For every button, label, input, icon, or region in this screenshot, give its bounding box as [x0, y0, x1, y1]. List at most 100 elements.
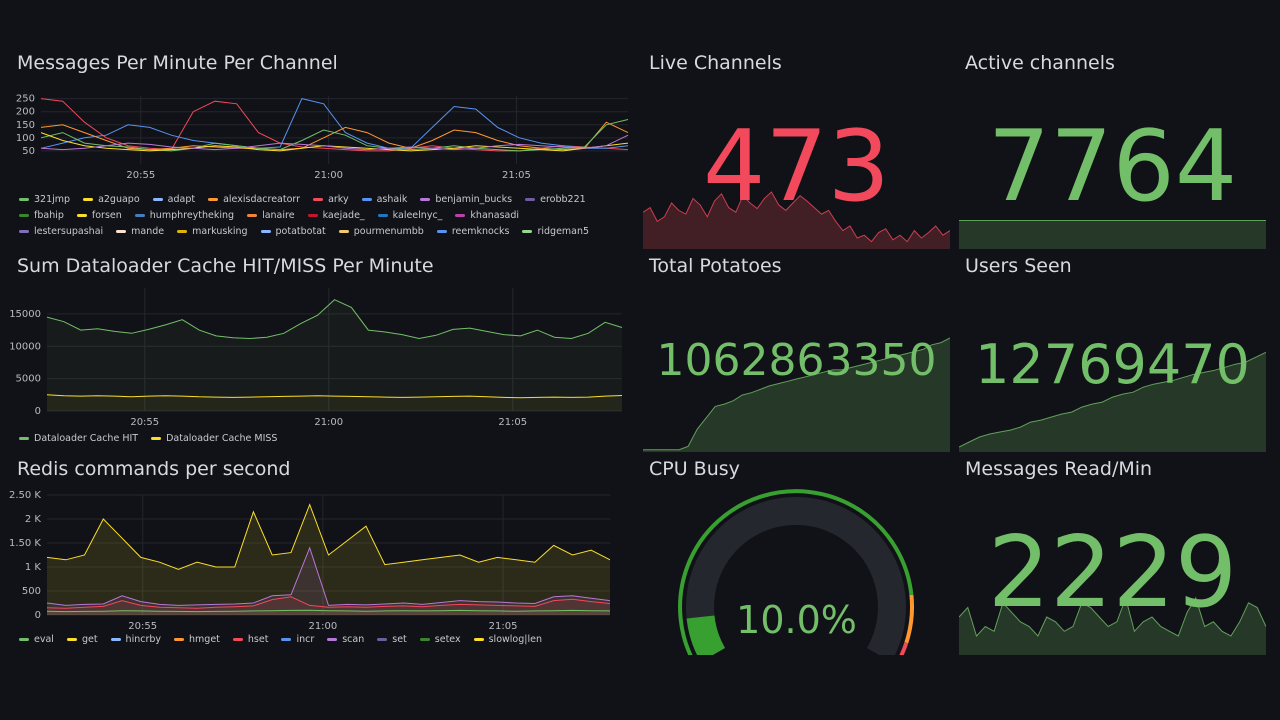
legend-item[interactable]: humphreytheking	[134, 208, 235, 224]
legend-swatch	[525, 198, 536, 201]
y-tick-label: 0	[35, 610, 41, 621]
panel-title: CPU Busy	[649, 458, 740, 480]
legend-item[interactable]: slowlog|len	[473, 632, 542, 648]
legend-item[interactable]: hincrby	[110, 632, 162, 648]
y-tick-label: 10000	[9, 341, 41, 352]
messages-read-panel: Messages Read/Min 2229	[959, 458, 1266, 655]
legend-swatch	[377, 214, 388, 217]
legend-item[interactable]: ashaik	[361, 192, 408, 208]
sparkline-area	[959, 352, 1266, 452]
legend-item[interactable]: erobb221	[525, 192, 586, 208]
dataloader-legend: Dataloader Cache HIT Dataloader Cache MIS…	[19, 431, 619, 447]
legend-swatch	[151, 437, 162, 440]
gauge-threshold-orange	[904, 594, 914, 644]
y-tick-label: 2 K	[25, 514, 42, 525]
active-channels-value: 7764	[987, 110, 1238, 224]
cpu-gauge	[678, 489, 914, 655]
legend-label: incr	[296, 634, 315, 645]
legend-item[interactable]: kaleelnyc_	[377, 208, 442, 224]
legend-item[interactable]: alexisdacreatorr	[208, 192, 300, 208]
legend-item[interactable]: lanaire	[247, 208, 295, 224]
legend-item[interactable]: lestersupashai	[19, 224, 103, 238]
legend-item[interactable]: reemknocks	[436, 224, 509, 238]
legend-item[interactable]: scan	[327, 632, 364, 648]
x-tick-label: 20:55	[130, 417, 159, 428]
legend-swatch	[260, 230, 271, 233]
legend-item[interactable]: arky	[313, 192, 349, 208]
legend-item[interactable]: get	[66, 632, 98, 648]
legend-label: hincrby	[125, 634, 162, 645]
legend-swatch	[338, 230, 349, 233]
legend-item[interactable]: kaejade_	[307, 208, 365, 224]
legend-item[interactable]: hmget	[174, 632, 220, 648]
legend-label: lanaire	[262, 210, 295, 221]
legend-item[interactable]: set	[377, 632, 407, 648]
legend-label: arky	[328, 194, 349, 205]
y-tick-label: 1.50 K	[9, 538, 41, 549]
legend-item[interactable]: Dataloader Cache MISS	[151, 431, 277, 447]
panel-title: Total Potatoes	[649, 255, 782, 277]
legend-item[interactable]: Dataloader Cache HIT	[19, 431, 138, 447]
y-tick-label: 15000	[9, 309, 41, 320]
legend-item[interactable]: adapt	[152, 192, 195, 208]
legend-label: eval	[34, 634, 54, 645]
legend-item[interactable]: hset	[232, 632, 268, 648]
panel-title: Redis commands per second	[17, 458, 291, 480]
y-tick-label: 2.50 K	[9, 490, 41, 501]
legend-item[interactable]: markusking	[177, 224, 248, 238]
legend-item[interactable]: khanasadi	[455, 208, 519, 224]
legend-item[interactable]: mande	[116, 224, 164, 238]
legend-swatch	[473, 638, 484, 641]
legend-swatch	[19, 198, 29, 201]
gauge-track	[686, 496, 906, 655]
active-channels-panel: Active channels 7764	[959, 52, 1266, 249]
legend-item[interactable]: eval	[19, 632, 54, 648]
messages-read-value: 2229	[987, 516, 1238, 630]
legend-label: mande	[131, 226, 165, 237]
legend-swatch	[436, 230, 447, 233]
legend-item[interactable]: setex	[419, 632, 461, 648]
legend-label: markusking	[192, 226, 248, 237]
legend-item[interactable]: forsen	[76, 208, 122, 224]
legend-swatch	[522, 230, 533, 233]
legend-swatch	[281, 638, 292, 641]
messages-chart[interactable]: 250 200 150 100 50 20:55 21:00 21:05	[16, 92, 629, 232]
series-line	[46, 596, 611, 609]
legend-label: ashaik	[376, 194, 408, 205]
legend-item[interactable]: 321jmp	[19, 192, 70, 208]
legend-item[interactable]: a2guapo	[83, 192, 140, 208]
sparkline-line	[643, 337, 950, 451]
legend-label: erobb221	[540, 194, 586, 205]
x-tick-label: 21:05	[498, 417, 527, 428]
series-line	[46, 394, 623, 399]
series-line	[40, 98, 629, 152]
legend-item[interactable]: fbahip	[19, 208, 64, 224]
total-potatoes-value: 1062863350	[656, 335, 937, 386]
series-line	[46, 546, 611, 606]
panel-title: Active channels	[965, 52, 1115, 74]
redis-legend: eval get hincrby hmget hset incr scan set setex s…	[19, 632, 619, 648]
y-tick-label: 0	[35, 406, 41, 417]
live-channels-sparkline	[643, 191, 950, 249]
redis-panel: Redis commands per second 2.50 K 2 K 1.50 …	[9, 458, 628, 653]
x-tick-label: 21:05	[489, 621, 518, 632]
legend-swatch	[247, 214, 258, 217]
legend-swatch	[177, 230, 188, 233]
live-channels-panel: Live Channels 473	[643, 52, 950, 249]
legend-swatch	[83, 198, 94, 201]
legend-item[interactable]: potatbotat	[260, 224, 326, 238]
dataloader-chart[interactable]: 15000 10000 5000 0 20:55 21:00 21:05	[9, 288, 628, 463]
legend-item[interactable]: pourmenumbb	[338, 224, 424, 238]
redis-chart[interactable]: 2.50 K 2 K 1.50 K 1 K 500 0 20:55 21:00 21:05	[9, 490, 628, 670]
legend-swatch	[19, 437, 29, 440]
legend-item[interactable]: incr	[281, 632, 314, 648]
series-line	[40, 134, 629, 151]
users-seen-panel: Users Seen 12769470	[959, 255, 1266, 452]
legend-label: khanasadi	[470, 210, 520, 221]
legend-item[interactable]: ridgeman5	[522, 224, 589, 238]
legend-swatch	[19, 214, 29, 217]
y-tick-label: 5000	[16, 374, 41, 385]
legend-label: humphreytheking	[149, 210, 235, 221]
series-area	[47, 394, 622, 411]
legend-item[interactable]: benjamin_bucks	[420, 192, 512, 208]
